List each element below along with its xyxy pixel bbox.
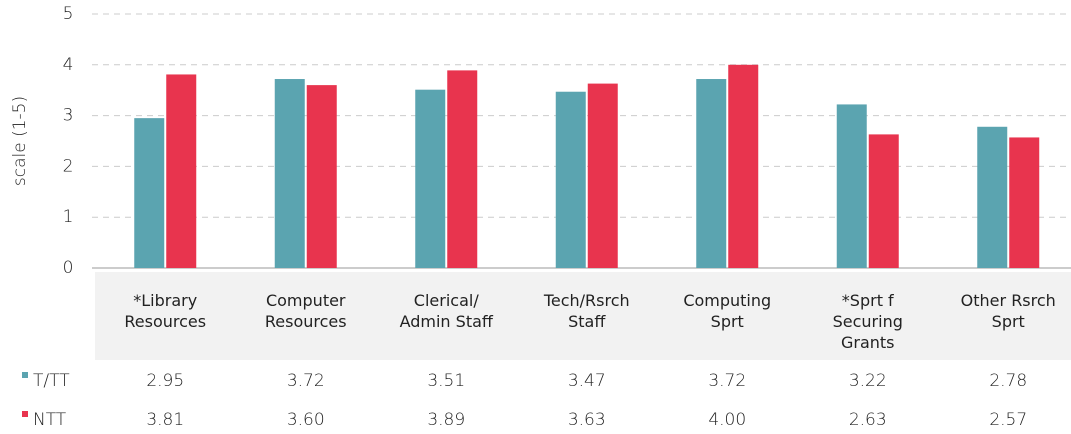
bar [1009,137,1040,268]
bar [728,64,759,268]
legend-swatch [22,411,28,417]
table-value: 2.95 [146,371,184,391]
bar [415,89,446,268]
bar [696,79,727,268]
table-value: 2.57 [989,410,1027,430]
table-value: 3.60 [287,410,325,430]
y-tick-label: 2 [63,156,74,176]
x-tick-label: *Sprt f Securing Grants [832,291,903,352]
bar [587,83,618,268]
x-tick-label: Clerical/ Admin Staff [399,291,493,331]
legend-label: NTT [33,410,67,430]
table-value: 4.00 [708,410,746,430]
table-value: 3.47 [568,371,606,391]
y-axis-label: scale (1-5) [10,96,30,186]
category-band [95,272,1071,360]
x-tick-label: Computing Sprt [683,291,772,331]
y-tick-label: 0 [63,258,74,278]
bar [274,79,305,268]
table-value: 3.89 [427,410,465,430]
bar [977,126,1008,268]
table-value: 2.63 [849,410,887,430]
bar [868,134,899,268]
table-value: 3.63 [568,410,606,430]
table-value: 3.72 [708,371,746,391]
bar [447,70,478,268]
table-value: 3.51 [427,371,465,391]
x-tick-label: Computer Resources [264,291,347,331]
table-value: 2.78 [989,371,1027,391]
y-tick-label: 4 [63,55,74,75]
legend-swatch [22,372,28,378]
table-value: 3.81 [146,410,184,430]
x-tick-label: *Library Resources [124,291,207,331]
bar [306,85,337,269]
legend-label: T/TT [33,371,70,391]
y-tick-label: 5 [63,4,74,24]
y-tick-label: 1 [63,207,74,227]
bar [166,74,197,269]
x-tick-label: Other Rsrch Sprt [960,291,1056,331]
bar [836,104,867,268]
x-tick-label: Tech/Rsrch Staff [543,291,630,331]
table-value: 3.22 [849,371,887,391]
bar [134,118,165,268]
bar [555,91,586,268]
table-value: 3.72 [287,371,325,391]
y-tick-label: 3 [63,106,74,126]
